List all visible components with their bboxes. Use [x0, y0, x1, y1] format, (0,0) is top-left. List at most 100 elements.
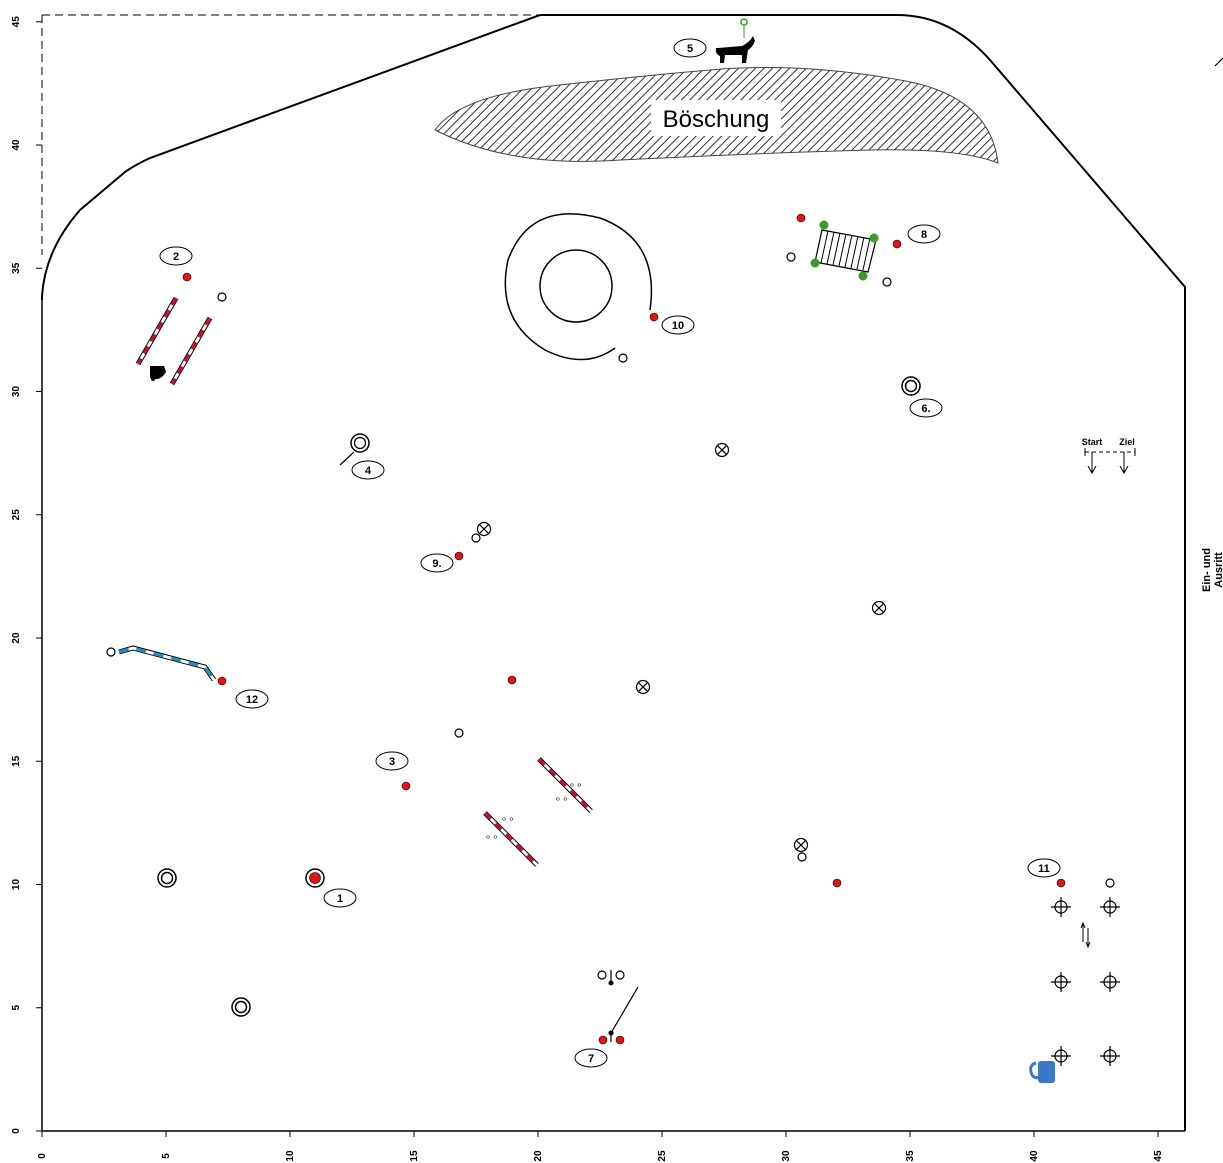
bridge-with-bushes: [810, 220, 879, 281]
station-8-label: 8: [921, 229, 927, 241]
entrance-exit-label: Ein- und Ausritt: [1201, 548, 1223, 592]
station-3-label-ring: [375, 751, 409, 771]
y-axis-ticks: 0 5 10 15 20 25 30 35 40 45: [11, 16, 42, 1134]
x-tick-label: 20: [533, 1150, 544, 1162]
station-8-label-ring: [907, 224, 941, 244]
blue-pole-line: [118, 645, 217, 682]
crosshair-marker: [1051, 972, 1071, 992]
marker-red: [454, 551, 464, 561]
svg-text:ᵒ ᵒ: ᵒ ᵒ: [556, 796, 567, 807]
crossed-circle-marker: [793, 837, 809, 853]
start-finish-marker: Start Ziel: [1082, 437, 1136, 475]
marker-red: [182, 272, 192, 282]
y-tick-label: 30: [11, 386, 22, 398]
station-3-label: 3: [389, 756, 395, 768]
x-tick-label: 35: [905, 1150, 916, 1162]
station-10-label: 10: [672, 320, 684, 332]
double-ring: [901, 376, 921, 396]
station-4-label: 4: [365, 465, 372, 477]
embankment-label-bg: [651, 100, 781, 136]
crosshair-marker: [1100, 972, 1120, 992]
station-10-label-ring: [661, 315, 695, 335]
marker-white: [618, 353, 628, 363]
marker-red: [217, 676, 227, 686]
marker-white: [471, 533, 481, 543]
double-ring: [157, 868, 177, 888]
circle-spiral-track: [504, 213, 653, 361]
station-5-label-ring: [673, 38, 707, 58]
bull-figure-icon: [715, 18, 755, 63]
crossed-circle-marker: [476, 521, 492, 537]
crosshair-marker: [1100, 897, 1120, 917]
ground-poles: ᵒ ᵒ ᵒ ᵒ ᵒ ᵒ ᵒ ᵒ: [483, 757, 593, 867]
marker-red: [796, 213, 806, 223]
station-6-label-ring: [909, 398, 943, 418]
entrance-label-line1: Ein- und: [1201, 548, 1213, 592]
double-ring: [231, 997, 251, 1017]
y-tick-label: 45: [11, 16, 22, 28]
marker-white: [454, 728, 464, 738]
pole-pair-with-bell: [135, 296, 213, 386]
station-2-label: 2: [173, 251, 179, 263]
station-1-label-ring: [323, 888, 357, 908]
marker-white: [1105, 878, 1115, 888]
marker-red: [649, 312, 659, 322]
svg-text:ᵒ ᵒ: ᵒ ᵒ: [570, 782, 581, 793]
marker-red: [401, 781, 411, 791]
x-axis-ticks: 0 5 10 15 20 25 30 35 40 45: [37, 1131, 1164, 1162]
crosshair-marker: [1051, 897, 1071, 917]
station-11-label-ring: [1027, 858, 1061, 878]
svg-text:ᵒ ᵒ: ᵒ ᵒ: [502, 816, 513, 827]
x-tick-label: 15: [409, 1150, 420, 1162]
ring-with-stick: [339, 433, 370, 466]
y-tick-label: 20: [11, 632, 22, 644]
x-tick-label: 10: [285, 1150, 296, 1162]
start-label: Start: [1082, 437, 1103, 447]
x-tick-label: 5: [161, 1153, 172, 1159]
marker-red: [1056, 878, 1066, 888]
station-5-label: 5: [687, 43, 693, 55]
y-tick-label: 10: [11, 879, 22, 891]
crosshair-marker: [1100, 1046, 1120, 1066]
entrance-label-line2: Ausritt: [1213, 552, 1223, 588]
y-tick-label: 40: [11, 139, 22, 151]
crossed-circle-marker: [871, 600, 887, 616]
marker-white: [882, 277, 892, 287]
entrance-tick: [1214, 57, 1223, 67]
crosshair-slalom: [1051, 897, 1120, 1066]
station-7-label: 7: [588, 1053, 594, 1065]
station-1-label: 1: [337, 893, 343, 905]
up-down-arrows-icon: [1080, 921, 1091, 949]
station-11-label: 11: [1038, 863, 1050, 875]
x-tick-label: 45: [1153, 1150, 1164, 1162]
station-6-label: 6.: [921, 403, 930, 415]
station-12-label: 12: [246, 694, 258, 706]
gate-posts: [597, 970, 639, 1045]
x-tick-label: 30: [781, 1150, 792, 1162]
marker-red: [832, 878, 842, 888]
marker-red: [507, 675, 517, 685]
station-9-label: 9.: [432, 558, 441, 570]
x-tick-label: 40: [1029, 1150, 1040, 1162]
double-ring-marker: [305, 868, 325, 888]
mug-icon: [1029, 1061, 1055, 1083]
marker-white: [786, 252, 796, 262]
x-tick-label: 0: [37, 1153, 48, 1159]
finish-label: Ziel: [1119, 437, 1135, 447]
marker-white: [797, 852, 807, 862]
station-2-label-ring: [159, 246, 193, 266]
crosshair-marker: [1051, 1046, 1071, 1066]
embankment-label: Böschung: [663, 106, 770, 133]
crossed-circle-marker: [635, 679, 651, 695]
svg-text:ᵒ ᵒ: ᵒ ᵒ: [486, 834, 497, 845]
marker-white: [217, 292, 227, 302]
arena-boundary: [41, 14, 1186, 1131]
station-9-label-ring: [420, 553, 454, 573]
station-4-label-ring: [351, 460, 385, 480]
crossed-circle-marker: [714, 442, 730, 458]
y-tick-label: 0: [11, 1128, 22, 1134]
marker-white: [106, 647, 116, 657]
x-tick-label: 25: [657, 1150, 668, 1162]
marker-red: [892, 239, 902, 249]
